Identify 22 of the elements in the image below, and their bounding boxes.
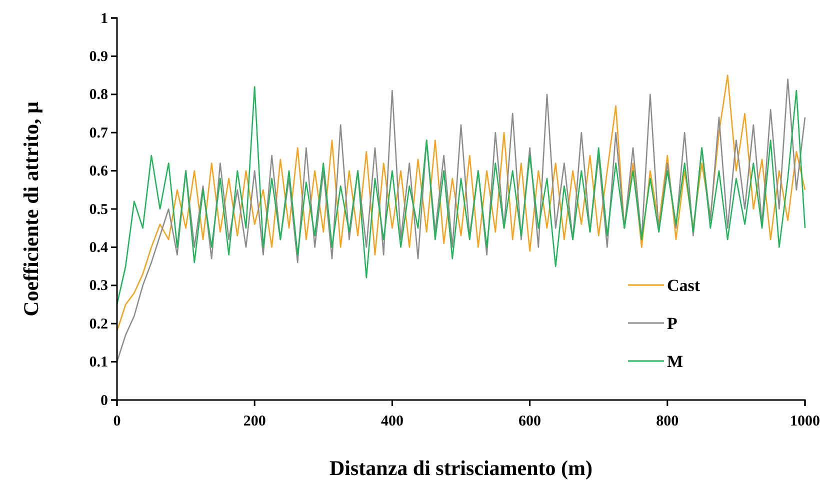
x-tick-label: 200 (243, 414, 266, 430)
y-tick-label: 0.6 (89, 164, 108, 180)
y-tick-label: 1 (100, 10, 108, 27)
y-tick-label: 0.2 (89, 316, 108, 332)
y-tick-label: 0.9 (89, 49, 108, 65)
x-tick-label: 1000 (790, 414, 820, 430)
x-tick-label: 800 (656, 414, 679, 430)
y-tick-label: 0.5 (89, 202, 108, 218)
x-tick-label: 600 (518, 414, 542, 430)
legend-label: P (667, 314, 678, 333)
x-tick-label: 400 (380, 414, 404, 430)
y-tick-label: 0.4 (89, 240, 108, 256)
y-tick-label: 0 (100, 392, 108, 409)
x-axis-title: Distanza di strisciamento (m) (329, 456, 593, 480)
legend-label: Cast (667, 276, 700, 295)
y-tick-label: 0.3 (89, 278, 108, 294)
y-tick-label: 0.7 (89, 125, 108, 142)
y-tick-label: 0.1 (89, 354, 108, 371)
x-tick-label: 0 (113, 414, 121, 430)
y-axis-title: Coefficiente di attrito, μ (19, 101, 43, 316)
y-tick-label: 0.8 (89, 87, 108, 104)
legend-label: M (667, 352, 684, 371)
